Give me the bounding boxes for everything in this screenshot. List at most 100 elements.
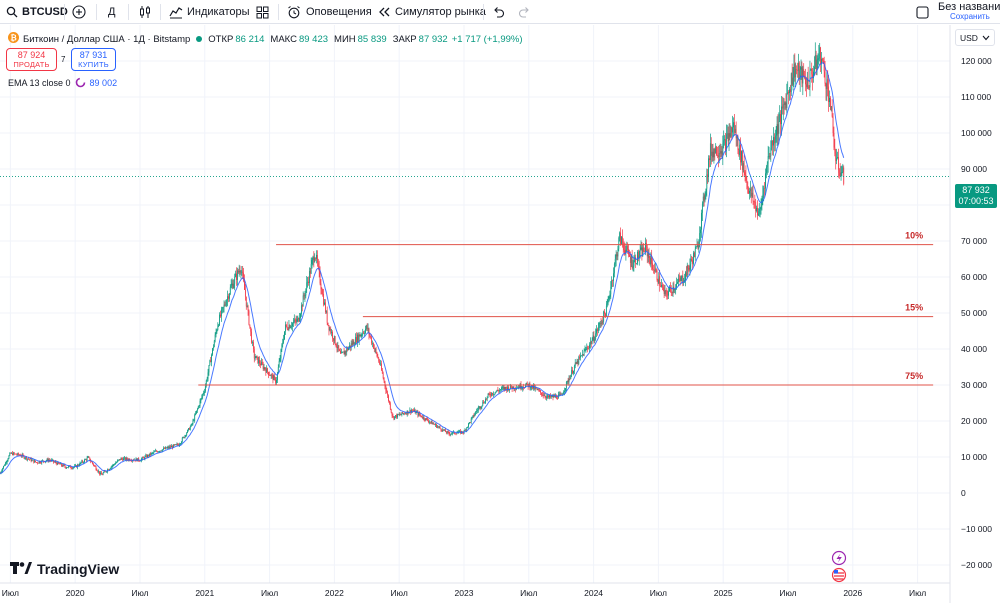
- symbol-search-button[interactable]: BTCUSD: [6, 0, 68, 24]
- candle-body: [230, 285, 232, 288]
- candle-body: [843, 167, 845, 184]
- indicators-button[interactable]: Индикаторы: [169, 0, 250, 24]
- candle-body: [304, 295, 306, 297]
- candle-body: [426, 418, 428, 419]
- candle-body: [163, 448, 164, 450]
- candle-body: [542, 394, 544, 396]
- sell-button[interactable]: 87 924 ПРОДАТЬ: [6, 48, 57, 71]
- candle-body: [23, 455, 25, 459]
- candle-body: [367, 328, 369, 330]
- event-markers[interactable]: [831, 550, 847, 583]
- candle-body: [300, 313, 301, 318]
- alerts-button[interactable]: Оповещения: [287, 0, 372, 24]
- candle-body: [373, 348, 375, 350]
- plus-circle-icon: [72, 5, 86, 19]
- candle-body: [806, 78, 808, 88]
- candle-body: [278, 361, 280, 368]
- interval-button[interactable]: Д: [108, 0, 115, 24]
- buy-button[interactable]: 87 931 КУПИТЬ: [71, 48, 116, 71]
- candle-body: [647, 253, 649, 257]
- last-price-value: 87 932: [962, 185, 990, 195]
- candle-body: [148, 453, 150, 457]
- candle-body: [610, 286, 612, 295]
- candle-body: [453, 431, 455, 434]
- chart-type-button[interactable]: [138, 0, 152, 24]
- candle-body: [661, 285, 662, 287]
- candle-body: [166, 447, 168, 449]
- candle-body: [343, 351, 345, 355]
- candle-body: [379, 361, 381, 364]
- candle-body: [830, 106, 832, 110]
- candle-body: [595, 333, 597, 339]
- layout-name-button[interactable]: Без названия Сохранить: [938, 0, 1000, 24]
- layout-save-checkbox[interactable]: [916, 0, 929, 24]
- candle-body: [181, 437, 183, 442]
- replay-button[interactable]: Симулятор рынка: [378, 0, 486, 24]
- candle-body: [637, 251, 639, 259]
- candle-body: [626, 245, 628, 250]
- candle-body: [146, 455, 148, 458]
- candle-body: [393, 416, 395, 419]
- candle-body: [338, 345, 340, 350]
- redo-button[interactable]: [518, 0, 531, 24]
- candle-body: [391, 412, 393, 416]
- candle-body: [196, 410, 197, 414]
- candle-body: [788, 92, 790, 94]
- candle-body: [204, 386, 206, 392]
- candle-body: [676, 283, 677, 288]
- candle-body: [501, 387, 502, 390]
- candle-body: [244, 280, 245, 290]
- candle-body: [263, 367, 265, 369]
- candle-body: [749, 190, 750, 194]
- candle-body: [396, 415, 397, 418]
- bitcoin-icon: ₿: [8, 32, 19, 46]
- candle-body: [737, 136, 739, 150]
- candle-body: [114, 464, 116, 466]
- candle-body: [813, 71, 814, 79]
- undo-button[interactable]: [492, 0, 505, 24]
- candle-body: [418, 413, 420, 416]
- candle-body: [292, 322, 294, 324]
- ema-legend[interactable]: EMA 13 close 0 89 002: [8, 77, 117, 89]
- candle-body: [644, 251, 645, 253]
- candle-body: [572, 370, 573, 374]
- ema-polyline: [0, 61, 845, 474]
- legend-title[interactable]: Биткоин / Доллар США · 1Д · Bitstamp: [23, 33, 191, 45]
- candle-body: [341, 352, 343, 353]
- candle-body: [194, 414, 196, 421]
- candle-body: [220, 314, 221, 317]
- us-flag-event-icon[interactable]: [831, 567, 847, 583]
- candle-body: [429, 421, 431, 423]
- candle-body: [501, 387, 503, 389]
- candle-body: [826, 79, 828, 89]
- candle-body: [56, 463, 58, 465]
- candle-body: [80, 462, 82, 464]
- candle-body: [701, 212, 702, 230]
- candle-body: [462, 432, 464, 434]
- price-tick-label: 90 000: [961, 164, 987, 174]
- currency-selector[interactable]: USD: [955, 29, 995, 46]
- compare-symbol-button[interactable]: [72, 0, 86, 24]
- candle-body: [6, 460, 8, 463]
- low-label: МИН: [334, 33, 356, 45]
- candle-body: [256, 356, 258, 357]
- candle-body: [771, 140, 773, 148]
- candle-body: [605, 313, 606, 317]
- candle-body: [643, 247, 645, 252]
- candle-body: [415, 411, 417, 414]
- candle-body: [611, 280, 613, 287]
- candle-body: [765, 173, 766, 189]
- candle-body: [829, 97, 830, 102]
- layouts-button[interactable]: [256, 0, 269, 24]
- candle-body: [158, 451, 160, 453]
- time-scale[interactable]: Июл 2020 Июл 2021 Июл 2022 Июл 2023 Июл 2024 Июл 20…: [0, 583, 950, 603]
- candle-body: [210, 360, 212, 363]
- tradingview-logo[interactable]: TradingView: [10, 560, 119, 578]
- candle-body: [767, 156, 769, 164]
- sell-price: 87 924: [17, 50, 46, 60]
- lightning-event-icon[interactable]: [831, 550, 847, 566]
- horizontal-levels[interactable]: 10% 15% 75%: [198, 231, 934, 386]
- candle-body: [177, 443, 179, 445]
